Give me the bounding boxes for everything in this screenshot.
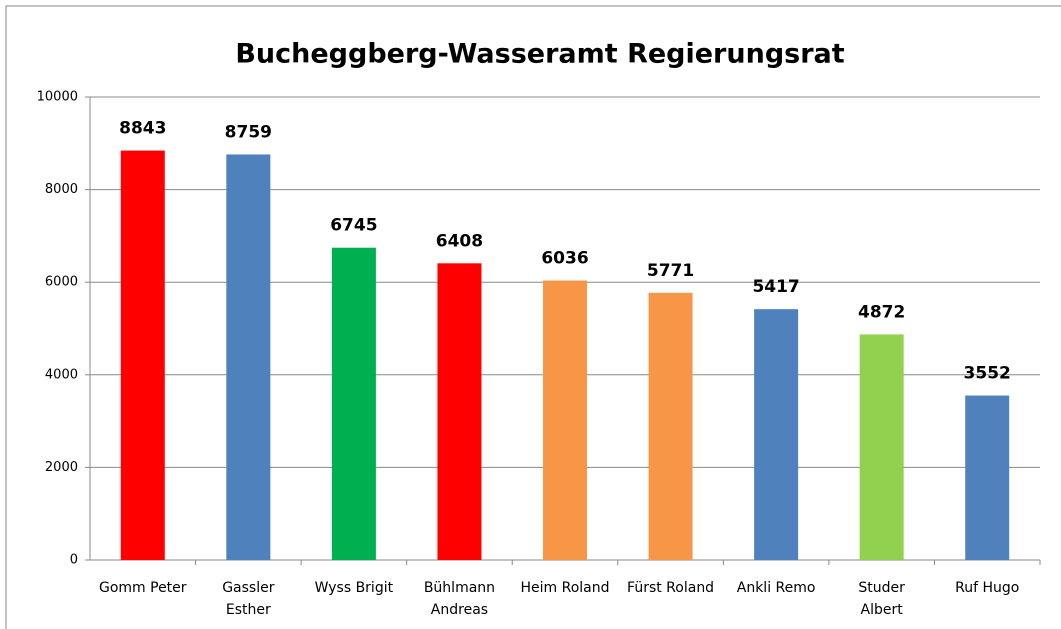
x-tick-label: Studer Albert [858,580,905,618]
data-label: 6036 [541,249,588,269]
bar [965,395,1010,560]
data-label: 4872 [858,302,905,322]
x-tick-label: Bühlmann Andreas [424,580,495,618]
x-tick-label: Ruf Hugo [955,580,1019,596]
bar [120,150,165,561]
bar [754,309,799,560]
bar [648,292,693,560]
data-label: 6408 [436,231,483,251]
bar [331,247,376,561]
x-tick-label: Gassler Esther [222,580,275,618]
data-label: 5417 [752,277,799,297]
y-tick-label: 8000 [45,182,78,197]
bar [859,334,904,560]
x-tick-label: Wyss Brigit [315,580,394,596]
y-tick-label: 4000 [45,367,78,382]
x-tick-label: Fürst Roland [627,580,714,596]
chart-title: Bucheggberg-Wasseramt Regierungsrat [235,39,844,70]
data-label: 8759 [225,122,272,142]
bar [543,280,587,560]
data-label: 6745 [330,216,377,236]
y-tick-label: 0 [70,553,78,568]
x-tick-label: Gomm Peter [99,580,187,596]
bar [226,154,271,560]
data-label: 3552 [964,364,1011,384]
bar [437,263,482,560]
x-tick-label: Ankli Remo [737,580,816,596]
x-tick-label: Heim Roland [520,580,609,596]
y-tick-label: 10000 [37,90,78,105]
y-tick-label: 2000 [45,460,78,475]
data-label: 5771 [647,261,694,281]
data-label: 8843 [119,119,166,139]
y-tick-label: 6000 [45,275,78,290]
